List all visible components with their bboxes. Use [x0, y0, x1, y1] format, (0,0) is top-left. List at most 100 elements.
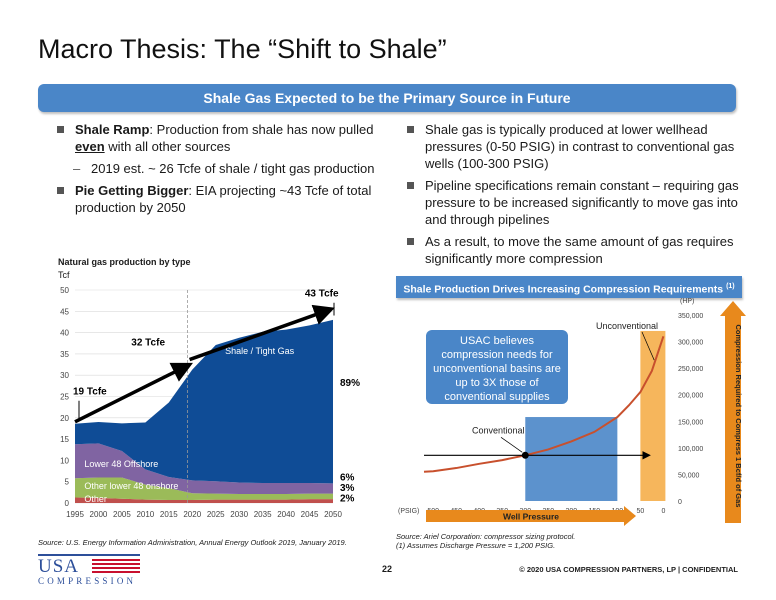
x-tick-label: 2045 — [301, 510, 319, 519]
x-tick-label: 2035 — [254, 510, 272, 519]
well-pressure-label: Well Pressure — [503, 512, 559, 522]
logo-usa-text: USA — [38, 556, 80, 577]
footnote-marker: (1) — [726, 283, 735, 290]
y-tick-label: 45 — [60, 307, 69, 316]
y-tick-label: 35 — [60, 350, 69, 359]
bullet-text: : Production from shale has now pulled — [149, 122, 374, 137]
x-tick-label: 2020 — [183, 510, 201, 519]
y-tick-label: 250,000 — [678, 366, 703, 373]
callout-line: up to 3X those of — [455, 377, 539, 389]
annotation-43-tcfe: 43 Tcfe — [305, 288, 339, 299]
bullet-heading: Shale Ramp — [75, 122, 150, 137]
footnote-line: (1) Assumes Discharge Pressure = 1,200 P… — [396, 541, 556, 550]
bullet-text: with all other sources — [104, 139, 231, 154]
series-label: Other lower 48 onshore — [84, 481, 178, 491]
x-tick-label: 0 — [661, 508, 665, 515]
right-bullet-list: Shale gas is typically produced at lower… — [405, 121, 745, 272]
section-banner: Shale Gas Expected to be the Primary Sou… — [38, 84, 736, 112]
y-tick-label: 50,000 — [678, 472, 700, 479]
y-tick-label: 40 — [60, 329, 69, 338]
area-lower-48-offshore — [75, 443, 333, 495]
chart-title: Natural gas production by type — [58, 257, 191, 267]
share-label: 6% — [340, 472, 355, 483]
y-tick-label: 300,000 — [678, 340, 703, 347]
usa-compression-logo: USA COMPRESSION — [38, 554, 140, 586]
x-tick-label: 1995 — [66, 510, 84, 519]
x-tick-label: 2050 — [324, 510, 342, 519]
x-unit-label: (PSIG) — [398, 508, 419, 515]
y-tick-label: 20 — [60, 414, 69, 423]
bullet-pie-bigger: Pie Getting Bigger: EIA projecting ~43 T… — [55, 182, 375, 216]
annotation-19-tcfe: 19 Tcfe — [73, 386, 107, 397]
source-note-left: Source: U.S. Energy Information Administ… — [38, 538, 347, 547]
share-label: 2% — [340, 493, 355, 504]
x-tick-label: 2015 — [160, 510, 178, 519]
usac-callout-box: USAC believes compression needs for unco… — [426, 330, 568, 404]
page-title: Macro Thesis: The “Shift to Shale” — [38, 34, 447, 64]
compression-curve — [423, 335, 665, 473]
callout-line: USAC believes — [460, 335, 534, 347]
logo-compression-text: COMPRESSION — [38, 576, 137, 586]
compression-chart-header: Shale Production Drives Increasing Compr… — [396, 276, 742, 298]
y-unit-label: (HP) — [680, 298, 694, 305]
compression-chart-title: Shale Production Drives Increasing Compr… — [403, 283, 724, 296]
bullet-square-icon — [57, 126, 64, 133]
x-tick-label: 2025 — [207, 510, 225, 519]
y-tick-label: 0 — [65, 499, 70, 508]
trend-arrow — [188, 304, 335, 362]
sub-bullet-estimate: – 2019 est. ~ 26 Tcfe of shale / tight g… — [55, 160, 375, 177]
source-note-right: Source: Ariel Corporation: compressor si… — [396, 532, 575, 550]
compression-required-label: Compression Required to Compress 1 Bcf/d… — [734, 325, 743, 508]
copyright-footer: © 2020 USA COMPRESSION PARTNERS, LP | CO… — [519, 565, 738, 574]
dash-icon: – — [73, 161, 81, 176]
bullet-square-icon — [407, 126, 414, 133]
well-pressure-arrow — [426, 506, 636, 526]
unconventional-pointer — [641, 331, 655, 361]
conventional-label: Conventional — [472, 425, 525, 435]
x-tick-label: 2010 — [136, 510, 154, 519]
callout-line: compression needs for — [441, 349, 553, 361]
x-tick-label: 2040 — [277, 510, 295, 519]
conventional-range-band — [525, 417, 618, 501]
bullet-square-icon — [407, 238, 414, 245]
unconventional-label: Unconventional — [596, 321, 658, 331]
conventional-pointer — [500, 437, 523, 453]
bullet-shale-ramp: Shale Ramp: Production from shale has no… — [55, 121, 375, 155]
y-tick-label: 15 — [60, 435, 69, 444]
y-tick-label: 200,000 — [678, 393, 703, 400]
y-tick-label: 5 — [65, 478, 70, 487]
bullet-text: As a result, to move the same amount of … — [425, 234, 734, 266]
page-number: 22 — [382, 564, 393, 574]
bullet-emphasis: even — [75, 139, 105, 154]
y-tick-label: 25 — [60, 393, 69, 402]
bullet-pipeline: Pipeline specifications remain constant … — [405, 177, 745, 228]
compression-required-arrow — [720, 301, 746, 523]
y-tick-label: 150,000 — [678, 419, 703, 426]
y-tick-label: 350,000 — [678, 313, 703, 320]
bullet-result: As a result, to move the same amount of … — [405, 233, 745, 267]
y-tick-label: 50 — [60, 286, 69, 295]
x-tick-label: 2000 — [90, 510, 108, 519]
series-label: Lower 48 Offshore — [84, 459, 158, 469]
bullet-text: : EIA projecting ~43 Tcfe of total produ… — [75, 183, 372, 215]
unconventional-range-band — [640, 330, 666, 501]
chart-unit: Tcf — [58, 270, 70, 280]
area-other-lower-48-onshore — [75, 477, 333, 501]
y-tick-label: 0 — [678, 499, 682, 506]
logo-rule — [38, 554, 140, 574]
bullet-heading: Pie Getting Bigger — [75, 183, 189, 198]
left-bullet-list: Shale Ramp: Production from shale has no… — [55, 121, 375, 221]
x-tick-label: 50 — [636, 508, 644, 515]
bullet-text: Shale gas is typically produced at lower… — [425, 122, 735, 171]
y-tick-label: 100,000 — [678, 446, 703, 453]
source-line: Source: Ariel Corporation: compressor si… — [396, 532, 576, 541]
bullet-square-icon — [57, 187, 64, 194]
area-other — [75, 497, 333, 503]
annotation-32-tcfe: 32 Tcfe — [131, 337, 165, 348]
bullet-wellhead: Shale gas is typically produced at lower… — [405, 121, 745, 172]
share-label: 3% — [340, 483, 355, 494]
bullet-text: Pipeline specifications remain constant … — [425, 178, 739, 227]
y-tick-label: 10 — [60, 456, 69, 465]
x-tick-label: 2030 — [230, 510, 248, 519]
callout-line: conventional supplies — [444, 391, 550, 403]
